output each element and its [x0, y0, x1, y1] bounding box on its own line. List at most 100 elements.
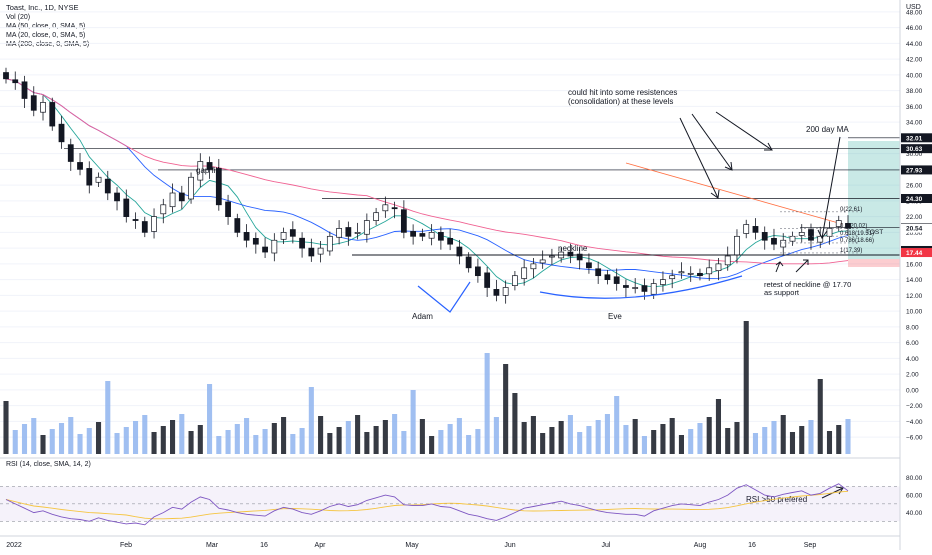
candle-body: [687, 272, 694, 275]
volume-bar: [688, 429, 694, 454]
volume-bar: [318, 416, 324, 454]
volume-bar: [160, 426, 166, 454]
eve-curve: [539, 275, 743, 299]
candle-body: [40, 102, 46, 113]
candle-body: [188, 176, 194, 200]
price-tick-label: 12.00: [906, 293, 923, 300]
candle-body: [743, 224, 750, 234]
volume-bar: [299, 428, 305, 454]
candle-body: [697, 272, 703, 277]
price-tick-label: −4.00: [906, 419, 923, 426]
fib-layer: 0(22.61) 0.5(20.02) 0.618(19.51)0.786(18.6…: [780, 207, 874, 254]
fib-label: 1(17.39): [840, 248, 862, 254]
volume-bar: [734, 422, 740, 454]
volume-bar: [697, 423, 703, 454]
volume-bar: [530, 416, 536, 454]
candle-body: [308, 247, 315, 257]
candle-body: [151, 216, 157, 232]
volume-bar: [336, 427, 342, 454]
candle-body: [12, 79, 19, 84]
arrow-retest-1: [775, 261, 781, 273]
candle-body: [456, 246, 463, 257]
time-axis: 2022 Feb Mar 16 Apr May Jun Jul Aug 16 Sep: [6, 542, 816, 549]
candle-body: [30, 95, 37, 111]
neckline-label: neckline: [558, 244, 588, 253]
candle-body: [299, 237, 305, 249]
indicator-ma200: MA (200, close, 0, SMA, 5): [6, 41, 89, 48]
level-label-box: [901, 248, 932, 258]
volume-bar: [95, 422, 102, 454]
indicator-ma20: MA (20, close, 0, SMA, 5): [6, 32, 85, 39]
candle-body: [549, 255, 555, 258]
candle-body: [410, 231, 417, 237]
level-label-text: 24.30: [906, 196, 923, 203]
profit-zone: [848, 141, 900, 259]
volume-bar: [207, 384, 213, 454]
volume-bar: [595, 420, 601, 454]
volume-bar: [262, 429, 268, 454]
candle-body: [835, 220, 842, 227]
rsi-title: RSI (14, close, SMA, 14, 2): [6, 461, 91, 468]
indicator-ma50: MA (50, close, 0, SMA, 5): [6, 23, 85, 30]
volume-bar: [447, 424, 453, 454]
adam-curve: [417, 281, 471, 313]
volume-bar: [799, 426, 805, 454]
volume-bar: [3, 401, 9, 454]
volume-bar: [77, 434, 83, 454]
volume-bar: [752, 433, 759, 454]
candle-body: [391, 207, 398, 210]
price-tick-label: 2.00: [906, 372, 919, 379]
candle-body: [3, 72, 9, 80]
time-tick-label: 2022: [6, 542, 22, 549]
candle-body: [104, 178, 111, 194]
fib-label: 0.618(19.51): [840, 231, 874, 237]
candle-body: [613, 276, 620, 284]
candle-body: [641, 285, 648, 292]
candle-body: [808, 229, 814, 241]
ma-note: 200 day MA: [806, 125, 849, 134]
candle-body: [400, 209, 407, 233]
chart-title: Toast, Inc., 1D, NYSE: [6, 3, 79, 12]
candle-body: [58, 123, 65, 143]
volume-bar: [817, 379, 823, 454]
volume-bar: [540, 433, 546, 454]
candle-body: [215, 168, 222, 206]
retest-note-line1: retest of neckline @ 17.70: [764, 280, 851, 289]
rsi-layer: [0, 483, 900, 526]
candle-body: [262, 246, 268, 253]
level-label-box: [901, 133, 932, 143]
level-label-text: 20.54: [906, 226, 923, 233]
rsi-line: [5, 483, 849, 526]
candle-body: [669, 275, 676, 280]
volume-bar: [475, 429, 481, 454]
volume-bar: [521, 422, 527, 454]
candle-body: [67, 144, 74, 162]
price-tick-label: 48.00: [906, 9, 923, 16]
volume-layer: [3, 321, 851, 454]
candle-body: [243, 232, 250, 241]
candle-body: [484, 272, 491, 288]
volume-bar: [725, 428, 731, 454]
volume-bar: [281, 417, 287, 454]
candle-body: [521, 267, 528, 279]
ma50-line: [5, 78, 849, 288]
candle-body: [595, 268, 602, 277]
price-tick-label: 0.00: [906, 387, 919, 394]
candle-body: [623, 285, 629, 288]
candle-body: [280, 232, 287, 240]
volume-bar: [762, 427, 768, 454]
volume-bar: [197, 425, 203, 454]
arrow-retest-2: [795, 259, 809, 273]
volume-bar: [21, 424, 28, 454]
ticker-label: TOST: [866, 229, 883, 236]
volume-bar: [456, 418, 462, 454]
price-tick-label: 16.00: [906, 261, 923, 268]
volume-bar: [567, 415, 573, 454]
volume-bar: [401, 431, 407, 454]
candle-body: [650, 283, 657, 295]
adam-label: Adam: [412, 312, 433, 321]
volume-bar: [327, 433, 333, 454]
grid-layer: [0, 11, 900, 438]
volume-bar: [614, 396, 620, 454]
